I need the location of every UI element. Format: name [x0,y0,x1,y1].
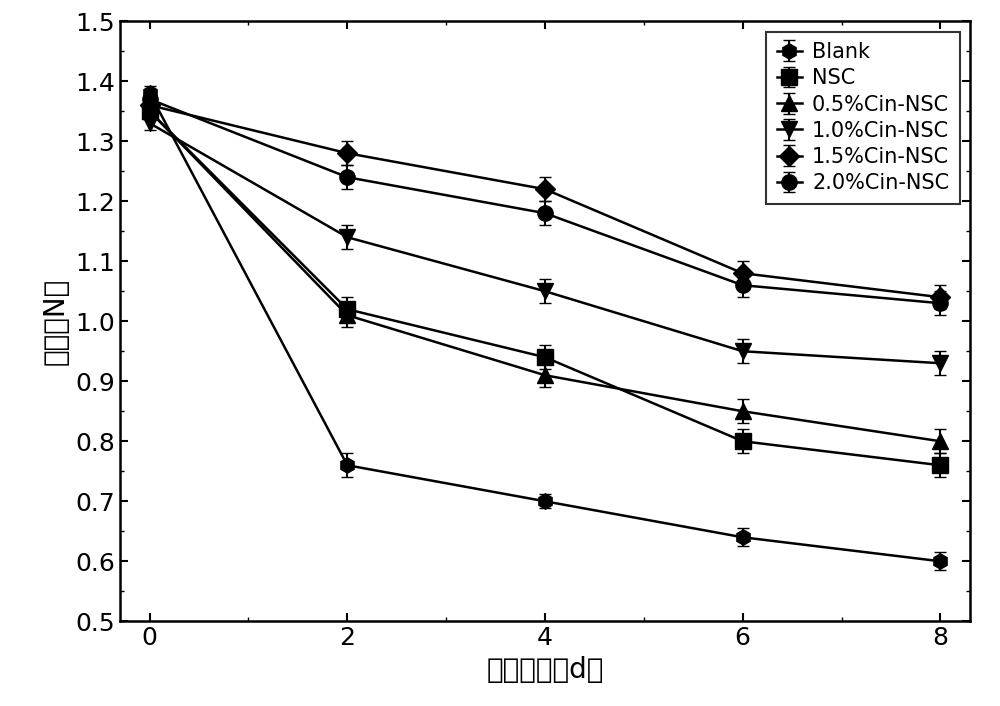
X-axis label: 保鲜时间（d）: 保鲜时间（d） [486,656,604,683]
Y-axis label: 硬度（N）: 硬度（N） [42,277,70,365]
Legend: Blank, NSC, 0.5%Cin-NSC, 1.0%Cin-NSC, 1.5%Cin-NSC, 2.0%Cin-NSC: Blank, NSC, 0.5%Cin-NSC, 1.0%Cin-NSC, 1.… [766,32,960,203]
